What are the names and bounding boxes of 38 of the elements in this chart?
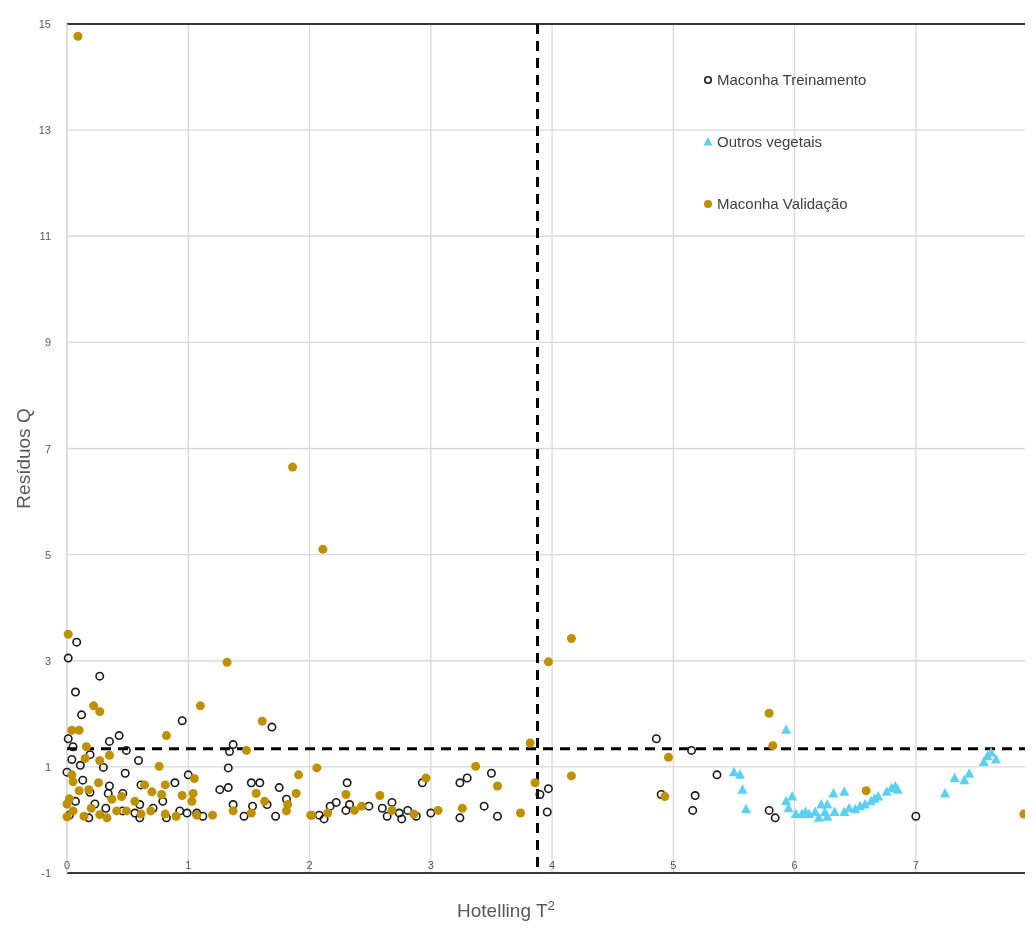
point xyxy=(787,791,798,801)
y-axis-title: Resíduos Q xyxy=(13,408,34,509)
point xyxy=(735,769,746,779)
point xyxy=(737,784,748,794)
x-tick-label: 1 xyxy=(185,859,192,871)
point xyxy=(728,766,739,777)
x-tick-label: 5 xyxy=(670,859,677,871)
point xyxy=(839,786,850,796)
x-tick-label: 2 xyxy=(306,859,313,871)
y-tick-label: 13 xyxy=(38,124,51,137)
point xyxy=(959,774,970,785)
point xyxy=(781,724,792,734)
point xyxy=(828,787,839,798)
legend-label: Maconha Treinamento xyxy=(717,71,867,88)
point xyxy=(990,753,1001,764)
point xyxy=(839,806,850,816)
point xyxy=(829,806,840,816)
point xyxy=(822,799,833,809)
point xyxy=(949,772,960,783)
x-tick-label: 0 xyxy=(63,859,71,871)
x-tick-label: 3 xyxy=(427,859,434,871)
x-tick-label: 6 xyxy=(791,859,798,871)
y-tick-label: 11 xyxy=(39,230,51,243)
point xyxy=(741,803,752,814)
y-tick-label: 5 xyxy=(44,548,51,561)
y-tick-label: 1 xyxy=(44,760,51,773)
point xyxy=(964,768,975,778)
y-tick-label: 7 xyxy=(44,442,51,455)
y-tick-label: 9 xyxy=(44,336,51,349)
x-tick-label: 4 xyxy=(549,859,556,871)
legend-label: Maconha Validação xyxy=(717,195,848,212)
x-tick-label: 7 xyxy=(912,859,919,871)
y-tick-label: 15 xyxy=(38,18,51,30)
y-tick-label: -1 xyxy=(41,867,51,879)
x-axis-title: Hotelling T$^{2}$ xyxy=(457,897,555,921)
legend-label: Outros vegetais xyxy=(717,133,823,150)
point xyxy=(982,750,993,761)
y-tick-label: 3 xyxy=(44,654,51,667)
